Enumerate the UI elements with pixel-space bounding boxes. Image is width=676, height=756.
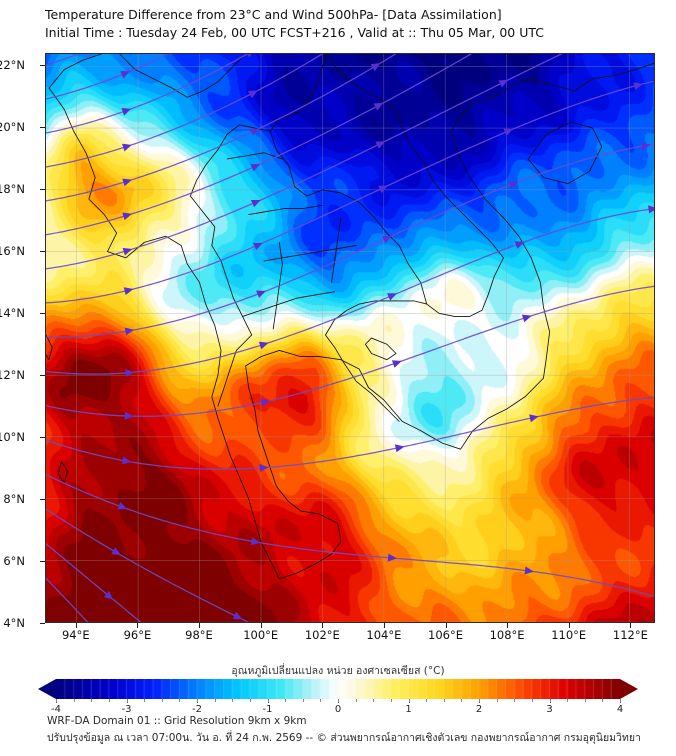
title-line-2: Initial Time : Tuesday 24 Feb, 00 UTC FC… <box>45 25 545 40</box>
colorbar-tick-minor <box>426 699 428 702</box>
temperature-anomaly-field <box>46 54 654 622</box>
colorbar-tick-minor <box>355 699 357 702</box>
y-tick-mark <box>40 437 45 439</box>
colorbar-tick-minor <box>496 699 498 702</box>
colorbar-tick-minor <box>267 699 269 702</box>
colorbar-tick-minor <box>443 699 445 702</box>
colorbar-tick-minor <box>408 699 410 702</box>
x-tick-mark <box>260 623 262 628</box>
colorbar-tick-minor <box>285 699 287 702</box>
wind-streamlines <box>46 54 654 622</box>
coastline-borders <box>46 54 654 580</box>
colorbar-tick-minor <box>56 699 57 702</box>
x-tick-label: 94°E <box>61 628 90 642</box>
y-tick-mark <box>40 313 45 315</box>
y-tick-mark <box>40 65 45 67</box>
x-tick-label: 106°E <box>428 628 463 642</box>
x-tick-mark <box>383 623 385 628</box>
x-tick-mark <box>199 623 200 628</box>
colorbar: -4 -3 -2 -1 0 1 2 3 4 <box>38 679 638 715</box>
colorbar-tick-minor <box>91 699 93 702</box>
colorbar-tick-minor <box>531 699 533 702</box>
footer-line-credit: ปรับปรุงข้อมูล ณ เวลา 07:00น. วัน อ. ที่… <box>47 732 641 744</box>
colorbar-tick-minor <box>567 699 569 702</box>
colorbar-caption: อุณหภูมิเปลี่ยนแปลง หน่วย องศาเซลเซียส (… <box>231 665 445 677</box>
colorbar-tick-label: 2 <box>475 704 483 715</box>
colorbar-tick-label: -3 <box>121 704 132 715</box>
y-tick-label: 18°N <box>0 182 25 197</box>
x-tick-mark <box>322 623 324 628</box>
y-tick-mark <box>40 623 45 624</box>
colorbar-tick-minor <box>602 699 604 702</box>
map-frame <box>45 53 655 623</box>
x-tick-label: 104°E <box>366 628 402 642</box>
y-tick-label: 12°N <box>0 368 25 383</box>
x-tick-label: 112°E <box>612 628 648 642</box>
colorbar-tick-label: -2 <box>192 704 202 715</box>
colorbar-tick-minor <box>320 699 322 702</box>
x-tick-label: 108°E <box>489 628 525 642</box>
y-tick-mark <box>40 189 45 191</box>
y-tick-label: 22°N <box>0 58 25 73</box>
y-tick-mark <box>40 127 45 129</box>
footer-block: WRF-DA Domain 01 :: Grid Resolution 9km … <box>47 713 657 747</box>
y-tick-label: 6°N <box>3 554 25 568</box>
y-tick-mark <box>40 251 45 253</box>
colorbar-tick-label: -4 <box>51 704 61 715</box>
colorbar-tick-minor <box>338 699 339 702</box>
x-tick-label: 96°E <box>123 628 152 642</box>
map-plot-area <box>40 53 655 628</box>
x-tick-mark <box>75 623 77 628</box>
title-line-1: Temperature Difference from 23°C and Win… <box>45 7 502 22</box>
colorbar-tick-minor <box>126 699 128 702</box>
y-tick-label: 10°N <box>0 430 25 445</box>
x-tick-mark <box>137 623 139 628</box>
chart-title-block: Temperature Difference from 23°C and Win… <box>45 6 665 42</box>
colorbar-gradient <box>56 679 620 699</box>
x-tick-mark <box>507 623 509 628</box>
y-tick-label: 16°N <box>0 244 25 259</box>
colorbar-tick-minor <box>373 699 375 702</box>
y-tick-mark <box>40 561 45 562</box>
y-tick-mark <box>40 499 45 501</box>
x-tick-label: 102°E <box>304 628 340 642</box>
y-tick-label: 8°N <box>3 492 25 507</box>
colorbar-tick-minor <box>620 699 621 702</box>
colorbar-tick-minor <box>214 699 216 702</box>
colorbar-tick-minor <box>197 699 198 702</box>
colorbar-tick-minor <box>390 699 392 702</box>
x-tick-label: 98°E <box>185 628 213 642</box>
x-tick-mark <box>630 623 632 628</box>
x-tick-label: 110°E <box>551 628 587 642</box>
footer-line-model: WRF-DA Domain 01 :: Grid Resolution 9km … <box>47 715 307 727</box>
colorbar-tick-label: -1 <box>262 704 273 715</box>
colorbar-tick-minor <box>479 699 480 702</box>
colorbar-tick-minor <box>514 699 516 702</box>
colorbar-tick-minor <box>584 699 586 702</box>
colorbar-tick-minor <box>549 699 551 702</box>
y-tick-label: 14°N <box>0 306 25 321</box>
colorbar-tick-label: 0 <box>334 704 342 715</box>
colorbar-tick-minor <box>179 699 181 702</box>
colorbar-low-extend-arrow <box>38 679 56 699</box>
colorbar-tick-label: 3 <box>546 704 553 715</box>
colorbar-tick-label: 4 <box>616 704 624 715</box>
y-tick-label: 20°N <box>0 120 25 135</box>
colorbar-tick-minor <box>144 699 146 702</box>
colorbar-tick-minor <box>232 699 234 702</box>
x-tick-mark <box>445 623 447 628</box>
colorbar-tick-minor <box>249 699 251 702</box>
colorbar-tick-minor <box>73 699 75 702</box>
x-tick-mark <box>568 623 570 628</box>
colorbar-high-extend-arrow <box>620 679 638 699</box>
y-tick-mark <box>40 375 45 377</box>
colorbar-tick-minor <box>461 699 463 702</box>
colorbar-tick-label: 1 <box>405 704 412 715</box>
colorbar-tick-minor <box>108 699 110 702</box>
colorbar-tick-minor <box>161 699 163 702</box>
y-tick-label: 4°N <box>3 616 25 630</box>
x-tick-label: 100°E <box>243 628 279 642</box>
colorbar-tick-minor <box>302 699 304 702</box>
